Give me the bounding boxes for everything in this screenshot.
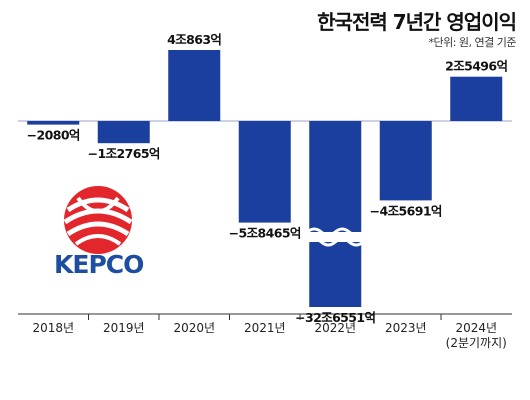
bar-0 [27,121,80,125]
value-label-0: −2080억 [27,128,80,143]
kepco-logo-icon [63,186,133,254]
category-label-0: 2018년 [32,321,74,335]
category-label-6-line2: (2분기까지) [446,336,507,350]
axis-break-wave-top [306,227,365,237]
category-label-6: 2024년 [455,321,497,335]
bar-4 [309,121,362,307]
bar-2 [168,50,221,121]
category-label-2: 2020년 [173,321,215,335]
category-label-3: 2021년 [244,321,286,335]
unit-note: *단위: 원, 연결 기준 [428,36,516,49]
axis-break-gap [307,232,364,242]
value-label-5: −4조5691억 [370,203,442,218]
bar-6 [450,76,503,121]
value-label-4: −32조6551억 [295,310,375,325]
category-label-5: 2023년 [385,321,427,335]
bar-1 [97,121,150,144]
bar-5 [379,121,432,201]
bar-3 [238,121,291,223]
axis-break-wave-bottom [306,237,365,247]
category-label-1: 2019년 [103,321,145,335]
kepco-logo-text: KEPCO [54,250,144,279]
value-label-2: 4조863억 [167,32,221,47]
chart-title: 한국전력 7년간 영업이익 [317,10,517,34]
value-label-3: −5조8465억 [229,226,301,241]
category-label-4: 2022년 [314,321,356,335]
value-label-1: −1조2765억 [88,146,160,161]
value-label-6: 2조5496억 [445,59,507,74]
